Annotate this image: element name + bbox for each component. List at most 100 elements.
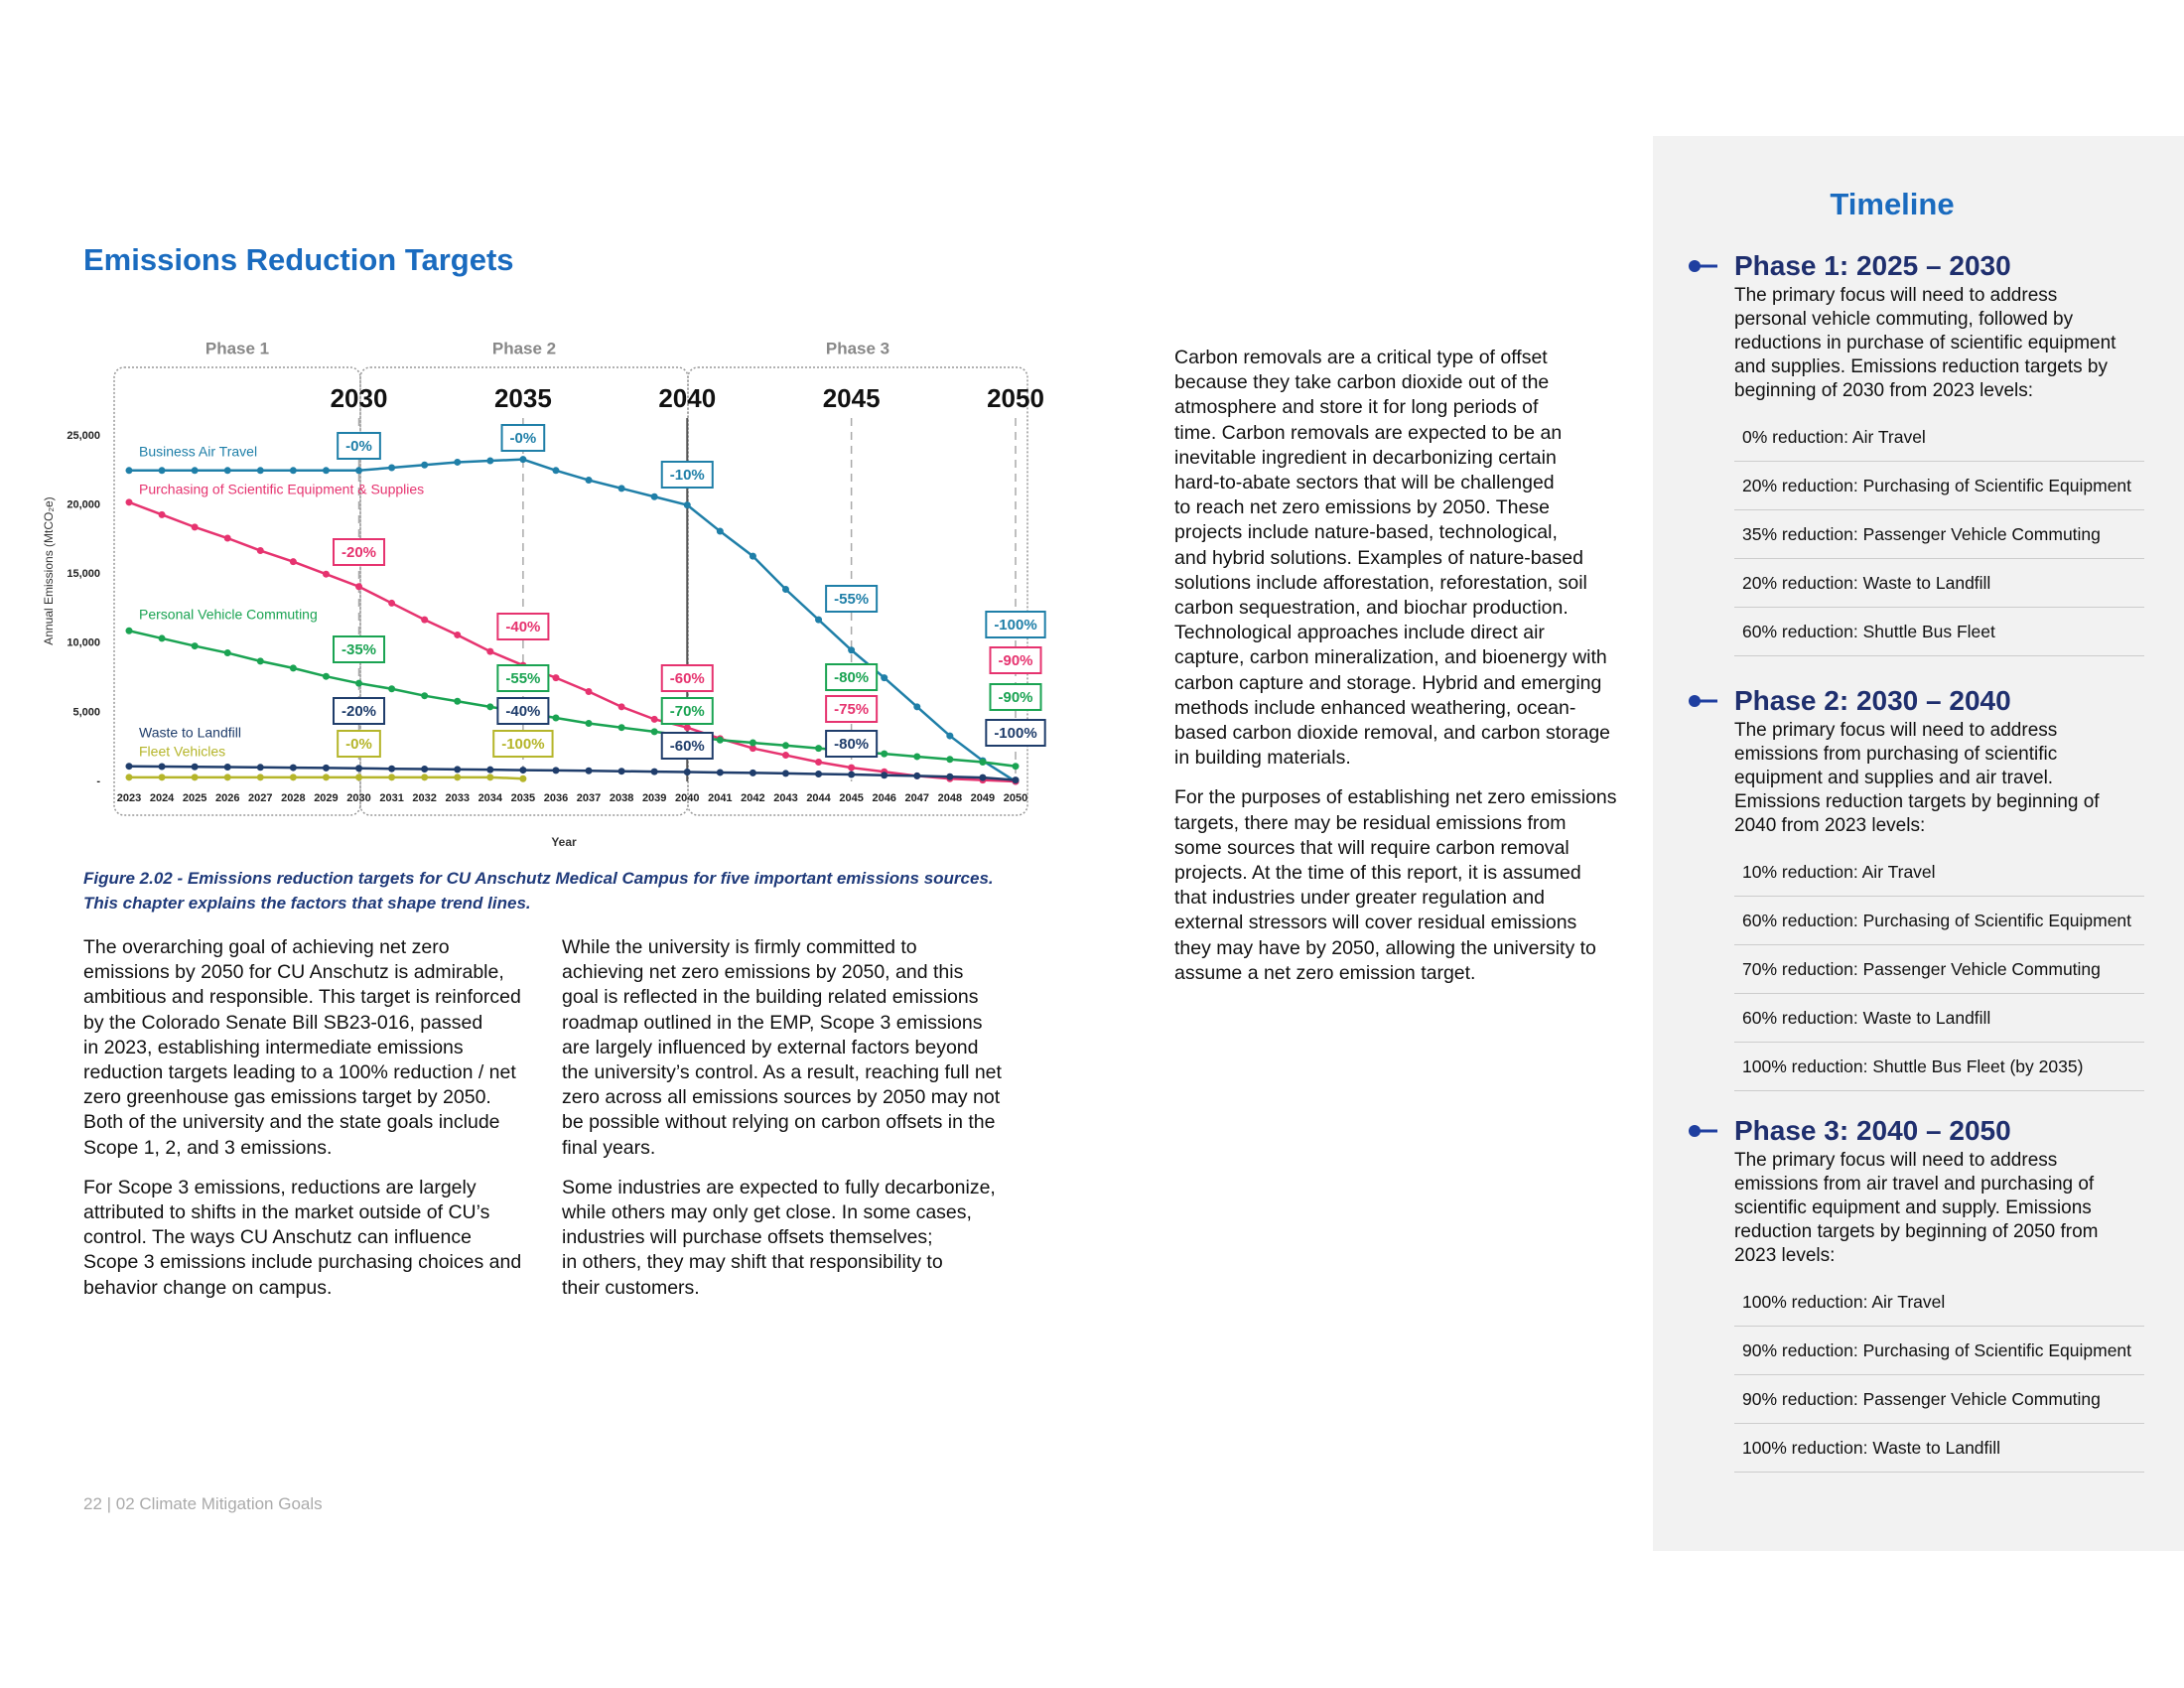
text-line: For Scope 3 emissions, reductions are la…	[83, 1176, 477, 1198]
data-point	[158, 774, 166, 781]
data-point	[781, 752, 789, 760]
text-column: Carbon removals are a critical type of o…	[1174, 346, 1641, 1001]
target-box: -80%	[825, 730, 879, 758]
data-point	[815, 616, 823, 624]
series-label: Personal Vehicle Commuting	[139, 607, 318, 623]
target-box: -90%	[989, 646, 1042, 674]
target-box-frame	[825, 663, 879, 691]
target-box: -0%	[337, 730, 381, 758]
timeline-phase: Phase 2: 2030 – 2040 The primary focus wi…	[1689, 683, 2144, 1091]
x-tick-label: 2026	[215, 792, 239, 804]
text-line: attributed to shifts in the market outsi…	[83, 1201, 490, 1224]
text-line: their customers.	[562, 1276, 700, 1299]
phase-targets: 10% reduction: Air Travel 60% reduction: …	[1734, 848, 2144, 1091]
milestone-label: 2030	[331, 383, 388, 413]
text-line: final years.	[562, 1136, 656, 1159]
data-point	[355, 679, 363, 687]
paragraph: While the university is firmly committed…	[562, 935, 1028, 1161]
description-line: personal vehicle commuting, followed by	[1734, 309, 2074, 330]
x-tick-label: 2025	[183, 792, 206, 804]
page-title: Emissions Reduction Targets	[83, 242, 514, 277]
target-box-frame	[660, 697, 714, 725]
data-point	[716, 527, 724, 535]
target-label: -80%	[834, 669, 869, 686]
milestone-label: 2050	[987, 383, 1044, 413]
data-point	[289, 558, 297, 566]
y-tick-label: 25,000	[67, 430, 100, 442]
description-line: and supplies. Emissions reduction target…	[1734, 356, 2108, 377]
description-line: reduction targets by beginning of 2050 f…	[1734, 1221, 2099, 1242]
phase-bullet	[1689, 260, 1717, 272]
target-box-frame	[985, 719, 1046, 747]
target-box-frame	[989, 646, 1042, 674]
target-label: -75%	[834, 701, 869, 718]
data-point	[355, 467, 363, 475]
data-point	[125, 627, 133, 634]
data-point	[388, 599, 396, 607]
target-box: -75%	[825, 695, 879, 723]
text-line: based carbon dioxide removal, and carbon…	[1174, 722, 1611, 745]
target-box: -20%	[333, 538, 386, 566]
phase-bullet	[1689, 1125, 1717, 1137]
text-line: external stressors will cover residual e…	[1174, 912, 1577, 934]
data-point	[289, 764, 297, 772]
target-box-frame	[496, 613, 550, 640]
data-point	[388, 774, 396, 781]
description-line: equipment and supplies and air travel.	[1734, 768, 2054, 788]
target-label: -90%	[998, 652, 1032, 669]
target-item: 90% reduction: Purchasing of Scientific …	[1734, 1327, 2144, 1375]
text-line: the university’s control. As a result, r…	[562, 1061, 1002, 1084]
data-point	[223, 649, 231, 657]
target-label: -80%	[834, 736, 869, 753]
data-point	[585, 688, 593, 696]
data-point	[223, 764, 231, 772]
data-point	[749, 552, 756, 560]
x-tick-label: 2039	[642, 792, 666, 804]
data-point	[617, 703, 625, 711]
description-line: emissions from purchasing of scientific	[1734, 744, 2058, 765]
text-line: that industries under greater regulation…	[1174, 887, 1545, 910]
target-item: 35% reduction: Passenger Vehicle Commuti…	[1734, 510, 2144, 559]
text-line: carbon sequestration, and biochar produc…	[1174, 597, 1569, 620]
target-box-frame	[825, 695, 879, 723]
x-tick-label: 2050	[1004, 792, 1027, 804]
data-point	[815, 745, 823, 753]
data-point	[421, 461, 429, 469]
data-point	[322, 570, 330, 578]
target-item: 100% reduction: Waste to Landfill	[1734, 1424, 2144, 1473]
data-point	[486, 457, 494, 465]
x-tick-label: 2033	[445, 792, 469, 804]
target-label: -0%	[345, 736, 372, 753]
text-line: Both of the university and the state goa…	[83, 1111, 500, 1134]
phase-bullet	[1689, 695, 1717, 707]
data-point	[848, 771, 856, 778]
x-tick-label: 2044	[806, 792, 831, 804]
text-line: assume a net zero emission target.	[1174, 961, 1476, 984]
data-point	[617, 485, 625, 492]
data-point	[191, 467, 199, 475]
target-box-frame	[333, 697, 386, 725]
text-line: capture, carbon mineralization, and bioe…	[1174, 646, 1607, 669]
text-line: Scope 1, 2, and 3 emissions.	[83, 1136, 333, 1159]
phase-label: Phase 3	[826, 339, 889, 357]
data-point	[486, 766, 494, 774]
series-line	[128, 500, 1017, 783]
target-label: -10%	[670, 467, 705, 484]
caption-line: This chapter explains the factors that s…	[83, 894, 531, 913]
target-box: -20%	[333, 697, 386, 725]
x-tick-label: 2046	[872, 792, 895, 804]
text-line: by the Colorado Senate Bill SB23-016, pa…	[83, 1011, 483, 1034]
data-point	[979, 759, 987, 767]
x-axis-label: Year	[551, 835, 577, 849]
series-label: Fleet Vehicles	[139, 744, 225, 760]
phase-heading: Phase 1: 2025 – 2030	[1689, 248, 2144, 284]
data-point	[716, 736, 724, 744]
text-column: While the university is firmly committed…	[562, 935, 1028, 1316]
target-label: -40%	[505, 619, 540, 635]
target-box-frame	[660, 732, 714, 760]
text-line: While the university is firmly committed…	[562, 936, 917, 958]
x-tick-label: 2038	[610, 792, 633, 804]
target-box-frame	[492, 730, 554, 758]
text-line: to reach net zero emissions by 2050. The…	[1174, 496, 1550, 519]
phase-heading: Phase 3: 2040 – 2050	[1689, 1113, 2144, 1149]
